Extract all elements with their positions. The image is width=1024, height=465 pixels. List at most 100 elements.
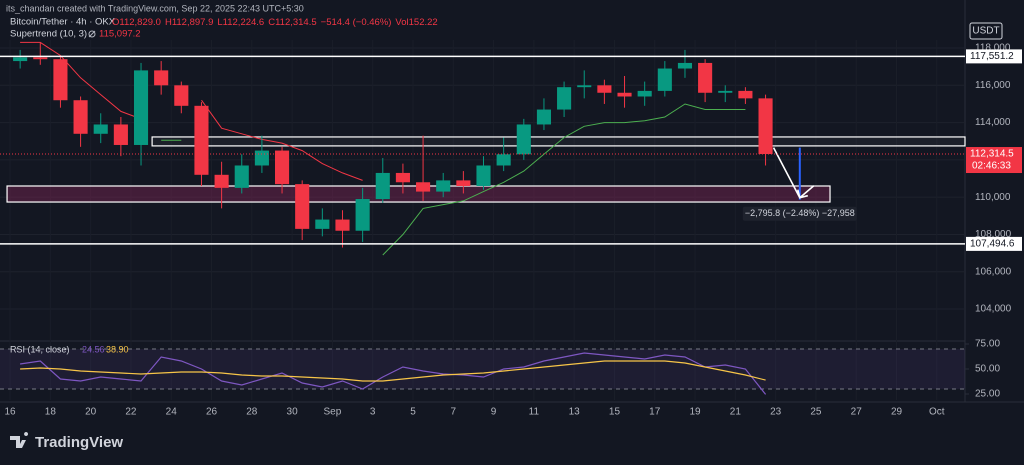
x-tick-label: 17 xyxy=(649,407,661,418)
y-tick-label: 116,000 xyxy=(975,80,1011,91)
candle-body xyxy=(557,87,572,110)
rsi-ma-value: 38.90 xyxy=(106,344,129,354)
candle-body xyxy=(73,100,88,134)
currency-box[interactable] xyxy=(969,22,1003,40)
measure-label: −2,795.8 (−2.48%) −27,958 xyxy=(745,208,855,218)
candle-body xyxy=(375,172,390,200)
level-label-box xyxy=(966,236,1022,251)
y-tick-label: 114,000 xyxy=(975,117,1011,128)
x-tick-label: 30 xyxy=(287,407,299,418)
rsi-band-fill xyxy=(0,349,965,389)
x-tick-label: 28 xyxy=(246,407,258,418)
x-tick-label: 25 xyxy=(810,407,822,418)
candle-body xyxy=(13,57,28,62)
candle-body xyxy=(234,165,249,188)
candle-body xyxy=(194,105,209,175)
candle-body xyxy=(536,109,551,125)
level-label: 107,494.6 xyxy=(970,239,1015,250)
x-tick-label: 11 xyxy=(529,407,540,418)
candle-body xyxy=(758,98,773,155)
credit: its_chandan created with TradingView.com… xyxy=(6,3,304,13)
marks: −2,795.8 (−2.48%) −27,958 xyxy=(0,40,969,400)
symbol: Bitcoin/Tether · 4h · OKX xyxy=(10,17,116,28)
rsi-tick-label: 75.00 xyxy=(975,339,1000,350)
level-label-box xyxy=(966,49,1022,64)
ohlc-value: C112,314.5 xyxy=(268,17,316,28)
rsi-title: RSI (14, close) xyxy=(10,344,70,354)
x-tick-label: 20 xyxy=(85,407,97,418)
supertrend-label: Supertrend (10, 3) xyxy=(10,29,87,40)
rsi-line xyxy=(20,352,767,395)
candle-body xyxy=(456,180,471,186)
zone xyxy=(151,136,966,147)
candle-body xyxy=(295,184,310,229)
x-tick-label: 27 xyxy=(851,407,863,418)
x-tick-label: Sep xyxy=(324,407,342,418)
x-tick-label: Oct xyxy=(929,407,945,418)
candle-body xyxy=(33,57,48,60)
y-tick-label: 104,000 xyxy=(975,304,1012,315)
measure-label-box xyxy=(742,206,857,221)
x-tick-label: 15 xyxy=(609,407,621,418)
rsi-tick-label: 50.00 xyxy=(975,364,1000,375)
candle-body xyxy=(53,59,68,101)
ohlc-value: −514.4 (−0.46%) xyxy=(321,17,392,28)
x-tick-label: 9 xyxy=(491,407,497,418)
logo-text: TradingView xyxy=(35,434,123,451)
x-tick-label: 19 xyxy=(689,407,701,418)
x-tick-label: 5 xyxy=(410,407,416,418)
candle-body xyxy=(617,92,632,97)
candle-body xyxy=(416,182,431,192)
candle-body xyxy=(274,150,290,185)
candle-body xyxy=(154,70,169,86)
candle-body xyxy=(657,68,672,91)
x-tick-label: 3 xyxy=(370,407,376,418)
candle-body xyxy=(133,70,149,145)
candle-body xyxy=(395,172,410,183)
candle-body xyxy=(496,154,511,166)
currency[interactable]: USDT xyxy=(972,26,999,37)
rsi-line xyxy=(20,360,766,382)
candle-body xyxy=(335,219,350,231)
x-tick-label: 23 xyxy=(770,407,782,418)
candle-body xyxy=(516,124,531,155)
level-label: 117,551.2 xyxy=(970,51,1014,62)
x-tick-label: 16 xyxy=(5,407,17,418)
candle-body xyxy=(174,85,189,106)
candle-body xyxy=(93,124,108,134)
x-tick-label: 18 xyxy=(45,407,57,418)
candle-body xyxy=(254,150,269,166)
eye-icon xyxy=(88,30,96,38)
x-tick-label: 26 xyxy=(206,407,218,418)
supertrend-value: 115,097.2 xyxy=(99,29,141,40)
ohlc-value: H112,897.9 xyxy=(165,17,213,28)
y-tick-label: 108,000 xyxy=(975,229,1012,240)
candle-body xyxy=(577,85,592,88)
candle-body xyxy=(597,85,612,93)
candle-body xyxy=(315,219,330,229)
candle-body xyxy=(738,90,753,99)
measure-arrow xyxy=(772,147,815,199)
candle-body xyxy=(355,199,370,231)
candle-body xyxy=(113,124,128,145)
x-tick-label: 24 xyxy=(166,407,178,418)
supertrend-up xyxy=(161,103,746,256)
last-price-box xyxy=(966,147,1022,174)
x-tick-label: 13 xyxy=(569,407,581,418)
logo: TradingView xyxy=(10,432,123,451)
ohlc-value: L112,224.6 xyxy=(217,17,264,28)
x-tick-label: 22 xyxy=(125,407,137,418)
ohlc-value: Vol152.22 xyxy=(395,17,437,28)
x-tick-label: 7 xyxy=(451,407,457,418)
candle-body xyxy=(476,165,491,186)
candle-body xyxy=(677,62,693,69)
last-price-label: 112,314.5 xyxy=(970,149,1014,160)
candle-body xyxy=(436,180,451,192)
x-tick-label: 29 xyxy=(891,407,903,418)
candle-body xyxy=(698,62,713,93)
y-tick-label: 118,000 xyxy=(975,43,1011,54)
y-tick-label: 110,000 xyxy=(975,192,1011,203)
